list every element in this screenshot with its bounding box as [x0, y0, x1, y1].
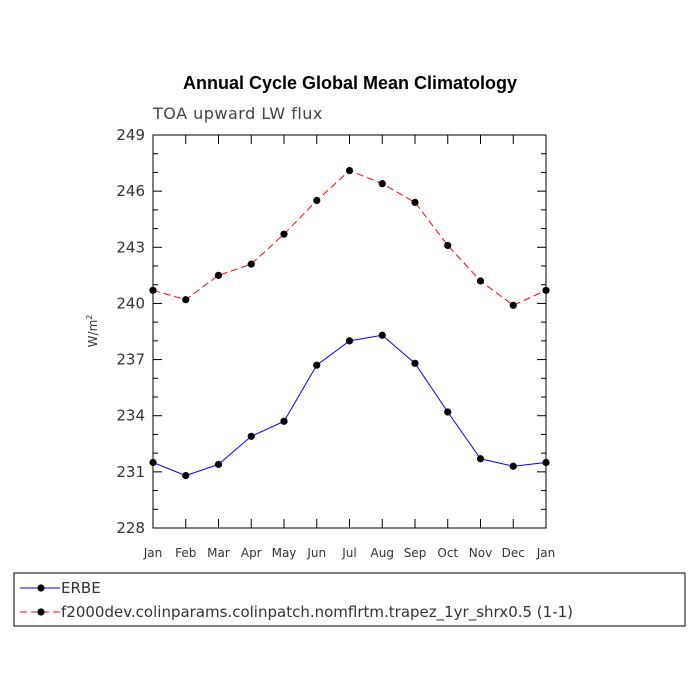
data-point [542, 458, 550, 467]
y-axis: 228 231 234 237 240 243 246 249 [116, 126, 546, 537]
y-axis-label: W/m2 [85, 315, 100, 348]
plot-frame [152, 134, 547, 529]
x-tick-label: Oct [437, 546, 458, 560]
data-point [476, 277, 485, 285]
data-point [280, 417, 288, 425]
data-point [345, 337, 354, 345]
data-point [378, 331, 386, 339]
data-point [182, 296, 190, 304]
data-point [214, 271, 223, 279]
legend-marker [37, 584, 45, 592]
data-point [378, 180, 386, 188]
data-point [411, 198, 419, 206]
data-point [411, 359, 419, 367]
x-tick-label: Mar [207, 546, 230, 560]
data-point [345, 166, 354, 175]
x-tick-label: Apr [241, 546, 262, 560]
x-tick-label: Jan [536, 546, 556, 560]
y-tick-label: 240 [116, 294, 145, 312]
y-tick-label: 249 [116, 126, 145, 144]
x-tick-label: Jun [306, 546, 326, 560]
y-tick-label: 234 [116, 407, 145, 425]
data-point [313, 196, 321, 205]
x-tick-label: Nov [469, 546, 492, 560]
legend-box [13, 572, 686, 627]
x-tick-label: Aug [371, 546, 394, 560]
data-point [313, 361, 321, 369]
x-axis: Jan Feb Mar Apr May Jun Jul Aug Sep Oct Nov Dec Jan [143, 135, 556, 560]
data-point [476, 455, 485, 463]
legend: ERBE f2000dev.colinparams.colinpatch.nomf… [20, 579, 573, 622]
series-line-1 [152, 334, 547, 477]
y-tick-label: 243 [116, 238, 145, 256]
y-tick-label: 237 [116, 351, 145, 369]
data-point [509, 462, 517, 470]
legend-label-1: ERBE [61, 579, 101, 597]
x-tick-label: Jan [143, 546, 163, 560]
legend-label-2: f2000dev.colinparams.colinpatch.nomflrtm… [61, 603, 573, 622]
y-tick-label: 228 [116, 519, 145, 537]
x-tick-label: May [272, 546, 297, 560]
legend-marker [37, 608, 45, 616]
data-point [444, 408, 452, 416]
data-point [444, 241, 452, 250]
data-point [214, 460, 223, 468]
data-point [280, 230, 288, 238]
data-point [182, 472, 190, 480]
data-point [542, 286, 550, 294]
data-point [149, 458, 157, 467]
y-tick-label: 231 [116, 463, 145, 481]
x-tick-label: Sep [404, 546, 427, 560]
y-tick-label: 246 [116, 182, 145, 200]
x-tick-label: Dec [502, 546, 525, 560]
data-point [247, 432, 255, 440]
data-point [247, 260, 255, 268]
data-point [149, 286, 157, 294]
chart-title: Annual Cycle Global Mean Climatology [183, 73, 517, 93]
series-layer [149, 166, 550, 480]
chart-subtitle: TOA upward LW flux [152, 104, 323, 123]
series-line-2 [152, 169, 547, 306]
x-tick-label: Feb [175, 546, 196, 560]
data-point [509, 301, 517, 309]
x-tick-label: Jul [341, 546, 356, 560]
